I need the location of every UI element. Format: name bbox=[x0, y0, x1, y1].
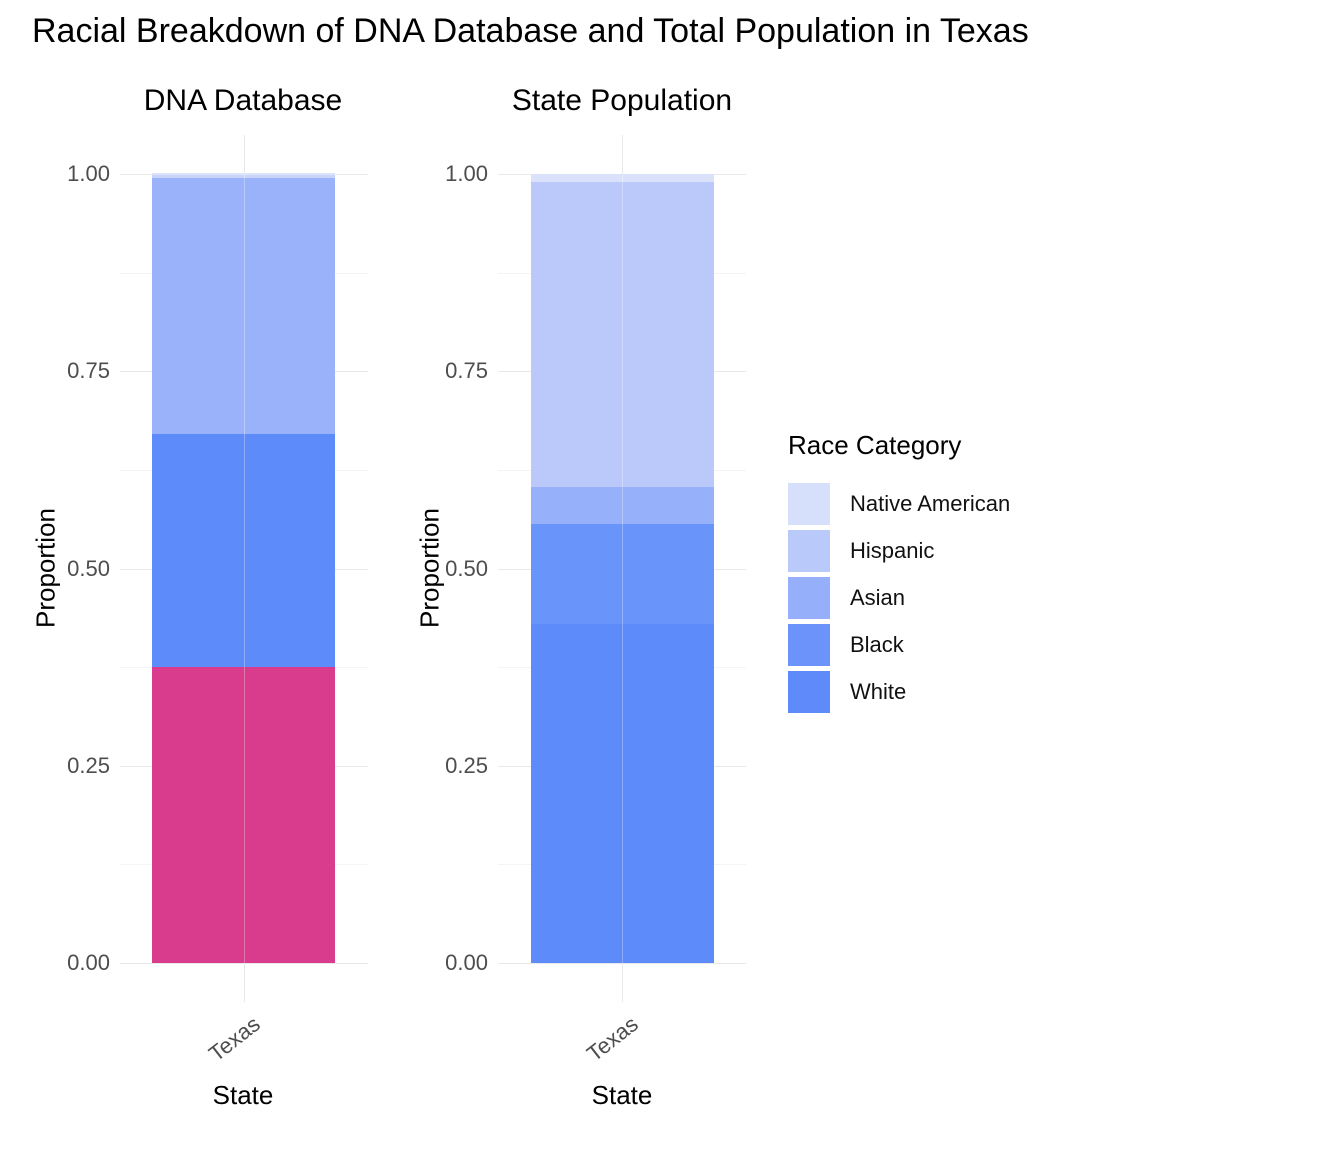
bar-segment-black bbox=[530, 524, 714, 624]
y-tick-label: 0.75 bbox=[67, 358, 110, 384]
legend-label: Black bbox=[850, 632, 904, 657]
legend-entry-hispanic: Hispanic bbox=[788, 530, 1010, 572]
legend-label: Asian bbox=[850, 585, 906, 610]
x-axis-title-left: State bbox=[212, 1080, 274, 1110]
panel-title-state-population: State Population bbox=[511, 84, 733, 117]
vertical-gridline-overlay bbox=[622, 174, 623, 963]
bar-segment-white bbox=[152, 434, 335, 668]
y-tick-label: 0.25 bbox=[445, 752, 488, 778]
legend-swatch-asian bbox=[788, 577, 830, 619]
legend: Race Category Native American Hispanic Asi… bbox=[788, 430, 1010, 718]
panel-dna-database bbox=[120, 135, 368, 1002]
legend-entry-white: White bbox=[788, 671, 1010, 713]
y-tick-label: 0.75 bbox=[445, 358, 488, 384]
legend-label: White bbox=[850, 679, 907, 704]
y-tick-label: 0.00 bbox=[445, 950, 488, 975]
panel-title-dna-database: DNA Database bbox=[143, 84, 343, 117]
legend-entry-asian: Asian bbox=[788, 577, 1010, 619]
bar-segment-black bbox=[152, 667, 335, 963]
y-tick-label: 1.00 bbox=[67, 161, 110, 186]
legend-entry-native-american: Native American bbox=[788, 483, 1010, 525]
bar-segment-asian bbox=[152, 174, 335, 178]
bar-segment-asian bbox=[530, 487, 714, 525]
chart-title: Racial Breakdown of DNA Database and Tot… bbox=[32, 12, 1029, 50]
legend-swatch-native-american bbox=[788, 483, 830, 525]
bar-segment-white bbox=[530, 623, 714, 963]
bar-segment-native-american bbox=[530, 174, 714, 182]
bar-segment-hispanic bbox=[530, 181, 714, 488]
y-tick-label: 0.00 bbox=[67, 950, 110, 975]
y-tick-label: 0.50 bbox=[445, 555, 488, 581]
y-tick-label: 0.25 bbox=[67, 752, 110, 778]
legend-swatch-white bbox=[788, 671, 830, 713]
vertical-gridline-overlay bbox=[243, 173, 245, 963]
legend-swatch-black bbox=[788, 624, 830, 666]
legend-label: Hispanic bbox=[850, 538, 935, 563]
bar-segment-hispanic bbox=[152, 177, 335, 435]
legend-entry-black: Black bbox=[788, 624, 1010, 666]
legend-title: Race Category bbox=[788, 430, 962, 460]
legend-swatch-hispanic bbox=[788, 530, 830, 572]
legend-label: Native American bbox=[850, 491, 1011, 516]
x-axis-title-right: State bbox=[591, 1080, 653, 1110]
panel-state-population bbox=[498, 135, 746, 1002]
legend-rows: Native American Hispanic Asian Black White bbox=[788, 483, 1010, 713]
y-tick-label: 1.00 bbox=[445, 161, 488, 186]
bar-segment-native-american bbox=[152, 173, 335, 175]
y-tick-label: 0.50 bbox=[67, 555, 110, 581]
